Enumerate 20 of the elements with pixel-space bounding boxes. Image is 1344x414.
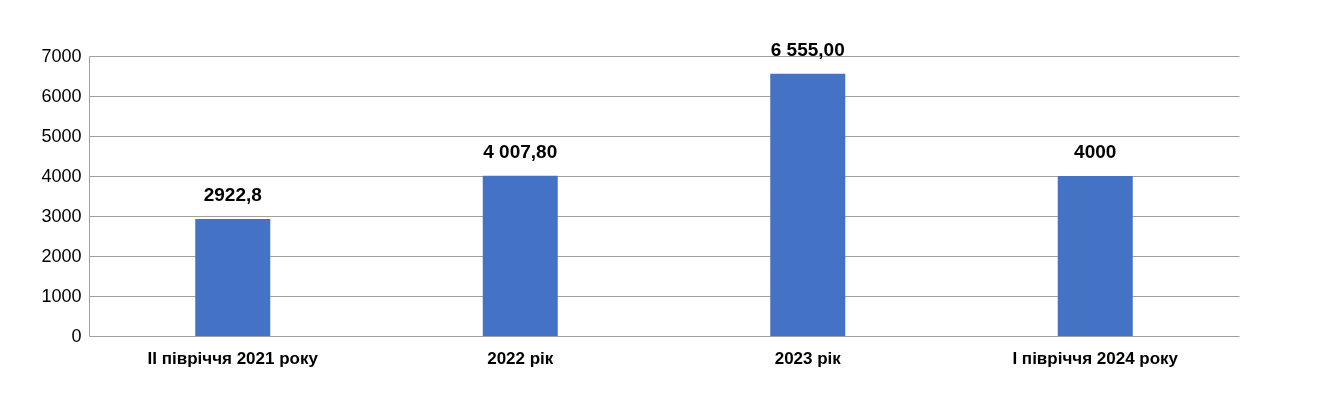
- y-tick-label: 2000: [41, 245, 82, 266]
- y-tick-label: 6000: [41, 85, 82, 106]
- data-label: 4 007,80: [483, 140, 558, 162]
- bar: [770, 73, 846, 336]
- x-tick-label: I півріччя 2024 року: [1012, 348, 1179, 368]
- y-tick-label: 5000: [41, 125, 82, 146]
- data-label: 4000: [1074, 141, 1117, 162]
- bar: [482, 175, 558, 336]
- bar: [195, 219, 271, 336]
- data-label: 6 555,00: [770, 38, 845, 60]
- x-tick-label: II півріччя 2021 року: [147, 348, 319, 368]
- y-tick-label: 3000: [41, 205, 82, 226]
- x-tick-label: 2023 рік: [774, 348, 842, 368]
- bar: [1057, 176, 1133, 336]
- data-label: 2922,8: [203, 184, 262, 206]
- y-tick-label: 1000: [41, 285, 82, 306]
- x-tick-label: 2022 рік: [487, 348, 554, 368]
- y-tick-label: 0: [71, 325, 82, 346]
- y-tick-label: 4000: [41, 165, 82, 186]
- y-tick-label: 7000: [41, 45, 82, 66]
